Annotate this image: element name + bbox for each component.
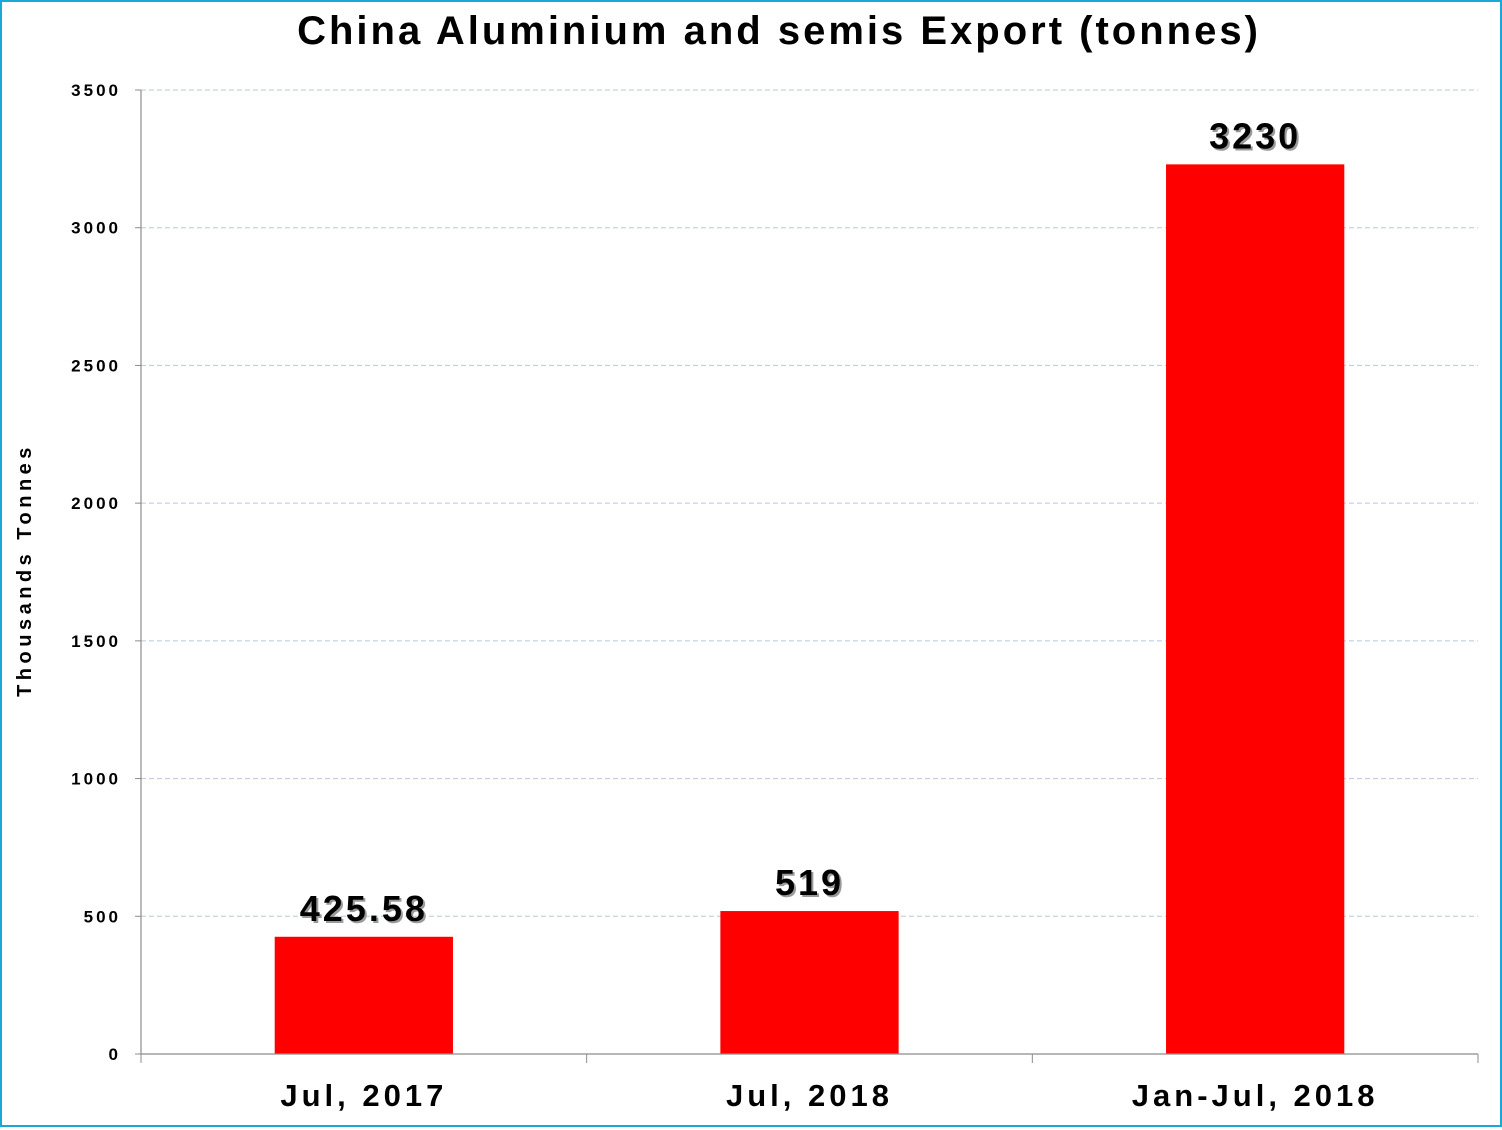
axes — [135, 89, 1479, 1063]
data-label-shadow: 425.58 — [302, 890, 430, 931]
data-label: 3230 — [1209, 115, 1301, 156]
y-tick-label: 2000 — [71, 494, 121, 513]
y-tick-label: 2500 — [71, 356, 121, 375]
data-label: 425.58 — [300, 888, 428, 929]
y-tick-label: 1500 — [71, 632, 121, 651]
x-tick-label: Jul, 2018 — [726, 1078, 893, 1113]
data-label-shadow: 519 — [777, 864, 846, 905]
bar — [1166, 164, 1345, 1054]
chart-title: China Aluminium and semis Export (tonnes… — [297, 9, 1261, 53]
x-tick-label: Jan-Jul, 2018 — [1132, 1078, 1379, 1113]
data-label: 519 — [775, 862, 844, 903]
x-tick-label: Jul, 2017 — [280, 1078, 447, 1113]
y-tick-label: 1000 — [71, 770, 121, 789]
y-axis-label: Thousands Tonnes — [14, 443, 36, 697]
bar — [720, 911, 899, 1054]
y-tick-label: 500 — [84, 907, 121, 926]
bar — [274, 936, 453, 1054]
bars — [274, 164, 1345, 1054]
y-tick-label: 0 — [109, 1045, 121, 1064]
y-tick-label: 3500 — [71, 81, 121, 100]
y-tick-label: 3000 — [71, 219, 121, 238]
labels: 0500100015002000250030003500425.58425.58… — [71, 81, 1379, 1113]
data-label-shadow: 3230 — [1211, 117, 1303, 158]
